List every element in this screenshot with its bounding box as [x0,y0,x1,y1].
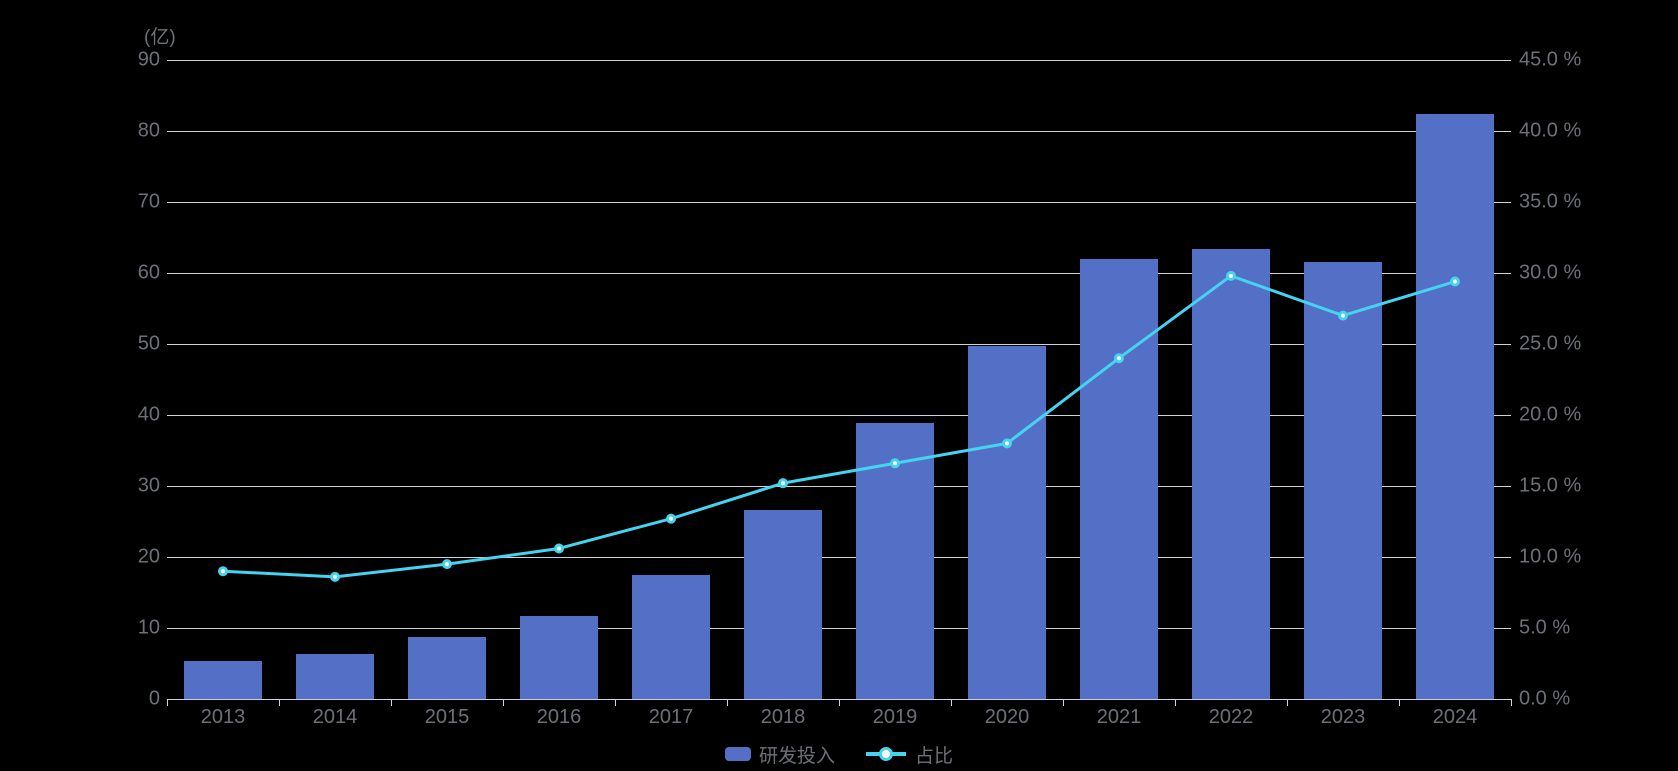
line-point-2017[interactable] [666,513,676,524]
x-axis-tick [167,699,168,706]
x-axis-tick [279,699,280,706]
bar-2013[interactable] [184,660,262,699]
right-axis-tick-9: 45.0 % [1519,48,1582,71]
bar-2020[interactable] [968,346,1046,699]
bar-2021[interactable] [1080,258,1158,699]
x-axis-label-2013: 2013 [200,706,246,728]
x-axis-label-2015: 2015 [424,706,470,728]
line-point-2024[interactable] [1450,276,1460,287]
x-axis-label-2021: 2021 [1096,706,1142,728]
legend-label-line-series: 占比 [915,745,954,767]
x-axis-label-2018: 2018 [760,706,806,728]
ratio-line [222,274,1456,579]
bar-2018[interactable] [744,510,822,699]
gridline-80 [167,131,1511,132]
x-axis-label-2022: 2022 [1208,706,1254,728]
x-axis-tick [1175,699,1176,706]
left-axis-tick-0: 0 [148,687,160,710]
right-axis-tick-7: 35.0 % [1519,190,1582,213]
right-axis-tick-1: 5.0 % [1519,616,1571,639]
x-axis-label-2024: 2024 [1432,706,1478,728]
bar-series-swatch-icon [724,747,751,761]
right-axis-tick-8: 40.0 % [1519,119,1582,142]
line-point-2019[interactable] [890,458,900,469]
right-axis-tick-0: 0.0 % [1519,687,1571,710]
legend-item-bar-series[interactable]: 研发投入 [724,741,835,768]
bar-2024[interactable] [1416,113,1494,699]
left-axis-tick-50: 50 [137,332,160,355]
gridline-10 [167,628,1511,629]
legend-label-bar-series: 研发投入 [758,745,835,767]
x-axis-label-2016: 2016 [536,706,582,728]
x-axis-label-2014: 2014 [312,706,358,728]
legend-item-line-series[interactable]: 占比 [865,741,953,768]
x-axis-label-2019: 2019 [872,706,918,728]
x-axis-tick [615,699,616,706]
right-axis-tick-3: 15.0 % [1519,474,1582,497]
bar-2014[interactable] [296,654,374,699]
left-axis-tick-40: 40 [137,403,160,426]
line-point-2016[interactable] [554,543,564,554]
right-axis-tick-2: 10.0 % [1519,545,1582,568]
x-axis-tick [839,699,840,706]
line-series-marker-icon [866,747,906,761]
x-axis-tick [1511,699,1512,706]
left-axis-tick-30: 30 [137,474,160,497]
line-point-2014[interactable] [330,571,340,582]
line-point-2013[interactable] [218,566,228,577]
line-point-2020[interactable] [1002,438,1012,449]
bar-2017[interactable] [632,574,710,699]
left-axis-unit-label: (亿) [144,27,176,48]
bar-2016[interactable] [520,615,598,699]
right-axis-tick-6: 30.0 % [1519,261,1582,284]
line-point-2021[interactable] [1114,353,1124,364]
bar-2023[interactable] [1304,262,1382,699]
bar-2022[interactable] [1192,248,1270,699]
right-axis-tick-4: 20.0 % [1519,403,1582,426]
left-axis-tick-70: 70 [137,190,160,213]
x-axis-tick [503,699,504,706]
gridline-60 [167,273,1511,274]
line-point-2018[interactable] [778,478,788,489]
x-axis-tick [1063,699,1064,706]
x-axis-tick [1287,699,1288,706]
x-axis-tick [727,699,728,706]
left-axis-tick-10: 10 [137,616,160,639]
line-point-2023[interactable] [1338,310,1348,321]
legend: 研发投入 占比 [0,741,1678,767]
right-axis-tick-5: 25.0 % [1519,332,1582,355]
left-axis-tick-90: 90 [137,48,160,71]
gridline-70 [167,202,1511,203]
x-axis-label-2020: 2020 [984,706,1030,728]
left-axis-tick-20: 20 [137,545,160,568]
x-axis-tick [951,699,952,706]
left-axis-tick-60: 60 [137,261,160,284]
line-point-2015[interactable] [442,559,452,570]
x-axis-label-2023: 2023 [1320,706,1366,728]
x-axis-tick [391,699,392,706]
x-axis-tick [1399,699,1400,706]
x-axis-label-2017: 2017 [648,706,694,728]
line-point-2022[interactable] [1226,270,1236,281]
bar-2015[interactable] [408,637,486,699]
gridline-90 [167,60,1511,61]
left-axis-tick-80: 80 [137,119,160,142]
